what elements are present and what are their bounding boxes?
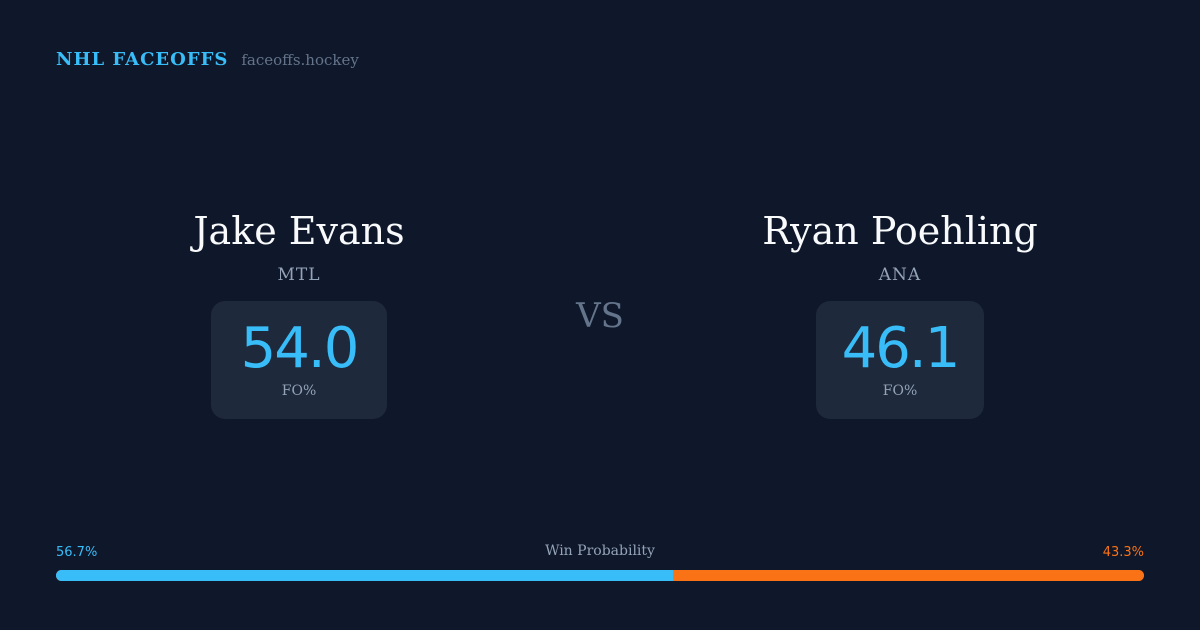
- probability-bar: [56, 570, 1144, 581]
- stat-card: 46.1 FO%: [816, 301, 984, 419]
- stat-value: 54.0: [240, 316, 360, 381]
- probability-bar-right: [672, 570, 1144, 581]
- brand-url: faceoffs.hockey: [241, 51, 359, 69]
- win-probability: 56.7% Win Probability 43.3%: [56, 543, 1144, 581]
- probability-bar-left: [56, 570, 673, 581]
- stat-card: 54.0 FO%: [211, 301, 387, 419]
- stat-label: FO%: [882, 383, 918, 399]
- brand-name: NHL FACEOFFS: [56, 49, 229, 70]
- brand: NHL FACEOFFS faceoffs.hockey: [56, 49, 359, 70]
- player-name: Jake Evans: [193, 209, 405, 253]
- win-probability-title: Win Probability: [545, 543, 655, 559]
- player-team: ANA: [878, 265, 922, 285]
- left-probability: 56.7%: [56, 544, 98, 560]
- stat-label: FO%: [281, 383, 317, 399]
- right-probability: 43.3%: [1102, 544, 1144, 560]
- player-right: Ryan Poehling ANA 46.1 FO%: [700, 205, 1100, 419]
- vs-label: VS: [576, 296, 624, 336]
- stat-value: 46.1: [841, 316, 961, 381]
- player-team: MTL: [277, 265, 321, 285]
- player-name: Ryan Poehling: [762, 209, 1038, 253]
- player-left: Jake Evans MTL 54.0 FO%: [99, 205, 499, 419]
